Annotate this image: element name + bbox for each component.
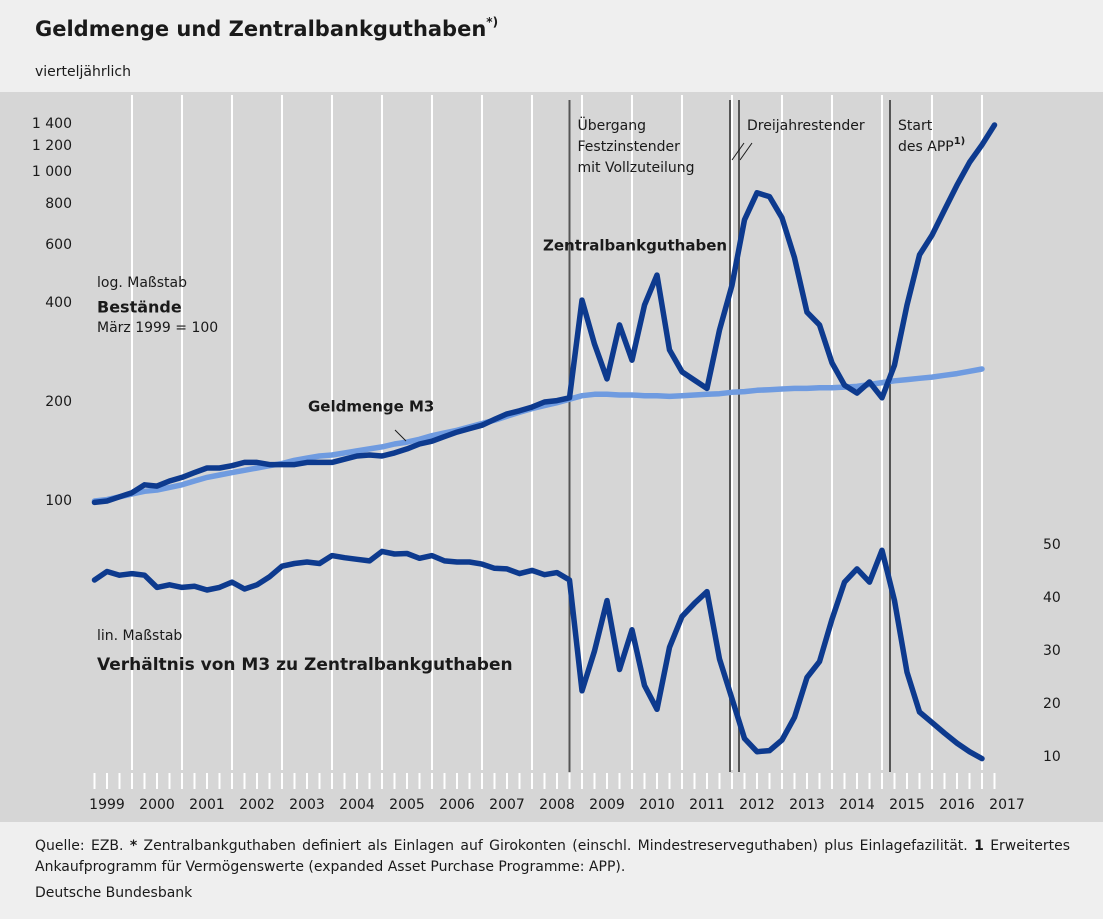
x-tick-label: 2000 [139,797,175,813]
x-tick-label: 2010 [639,797,675,813]
y2-tick-label: 40 [1043,590,1061,606]
event-label: Start [898,118,933,134]
scale-label: lin. Maßstab [97,628,182,644]
footer-notes: Quelle: EZB. * Zentralbankguthaben defin… [35,836,1070,878]
y2-tick-label: 50 [1043,537,1061,553]
y-tick-label: 400 [45,295,72,311]
event-label: Festzinstender [578,139,681,155]
leader-line [394,429,407,442]
event-label-text: Dreijahrestender [747,118,865,134]
event-note: 1) [954,136,966,147]
event-label: des APP1) [898,136,965,155]
panel-subtitle: März 1999 = 100 [97,320,218,336]
chart: Geldmenge und Zentralbankguthaben*) vier… [0,0,1103,822]
series-label: Zentralbankguthaben [543,237,727,255]
event-label: mit Vollzuteilung [578,160,695,176]
x-tick-label: 2003 [289,797,325,813]
source: Quelle: EZB. [35,838,124,854]
event-label-text: des APP [898,139,954,155]
series-label: Verhältnis von M3 zu Zentralbankguthaben [97,655,513,675]
x-tick-label: 2017 [989,797,1025,813]
x-tick-label: 2011 [689,797,725,813]
x-tick-label: 2013 [789,797,825,813]
x-tick-label: 2004 [339,797,375,813]
marks: Übergang Festzinstender mit Vollzuteilung D… [91,100,998,772]
note-text: Zentralbankguthaben definiert als Einlag… [143,838,968,854]
x-tick-label: 2014 [839,797,875,813]
title-text: Geldmenge und Zentralbankguthaben [35,17,486,41]
y2-tick-label: 30 [1043,643,1061,659]
x-tick-label: 1999 [89,797,125,813]
event-slash [739,142,753,161]
event-label-text: mit Vollzuteilung [578,160,695,176]
y-tick-label: 200 [45,394,72,410]
x-tick-label: 2012 [739,797,775,813]
footer: Quelle: EZB. * Zentralbankguthaben defin… [35,836,1070,904]
x-tick-label: 2016 [939,797,975,813]
event-label: Dreijahrestender [747,118,865,134]
event-label: Übergang [578,116,646,134]
event-label-text: Start [898,118,933,134]
chart-title: Geldmenge und Zentralbankguthaben*) [35,15,498,42]
panel-title: Bestände [97,298,182,317]
series-line [91,122,998,506]
x-tick-label: 2005 [389,797,425,813]
event-slash [731,142,745,161]
y2-tick-label: 20 [1043,696,1061,712]
series-line [91,547,985,762]
x-tick-label: 2002 [239,797,275,813]
y-tick-label: 600 [45,237,72,253]
header-bg [0,0,1103,92]
x-tick-label: 2009 [589,797,625,813]
x-tick-label: 2015 [889,797,925,813]
subtitle: vierteljährlich [35,64,131,80]
y-tick-label: 1 200 [32,138,72,154]
note-mark: * [129,838,138,854]
note-text: Erweitertes Ankaufprogramm für Vermögens… [35,838,1070,875]
title-note: *) [486,15,498,29]
note-mark: 1 [974,838,984,854]
x-tick-label: 2008 [539,797,575,813]
event-label-text: Festzinstender [578,139,681,155]
y-tick-label: 100 [45,493,72,509]
x-tick-label: 2007 [489,797,525,813]
plot-bg [0,92,1103,822]
series-label: Geldmenge M3 [308,398,434,416]
x-tick-label: 2006 [439,797,475,813]
x-tick-label: 2001 [189,797,225,813]
event-label-text: Übergang [578,116,646,134]
y-tick-label: 1 000 [32,164,72,180]
grid: 1999 2000 2001 2002 2003 2004 2005 2006 2007 2008… [32,95,1061,813]
y2-tick-label: 10 [1043,749,1061,765]
publisher: Deutsche Bundesbank [35,885,193,901]
scale-label: log. Maßstab [97,275,187,291]
y-tick-label: 1 400 [32,116,72,132]
y-tick-label: 800 [45,196,72,212]
